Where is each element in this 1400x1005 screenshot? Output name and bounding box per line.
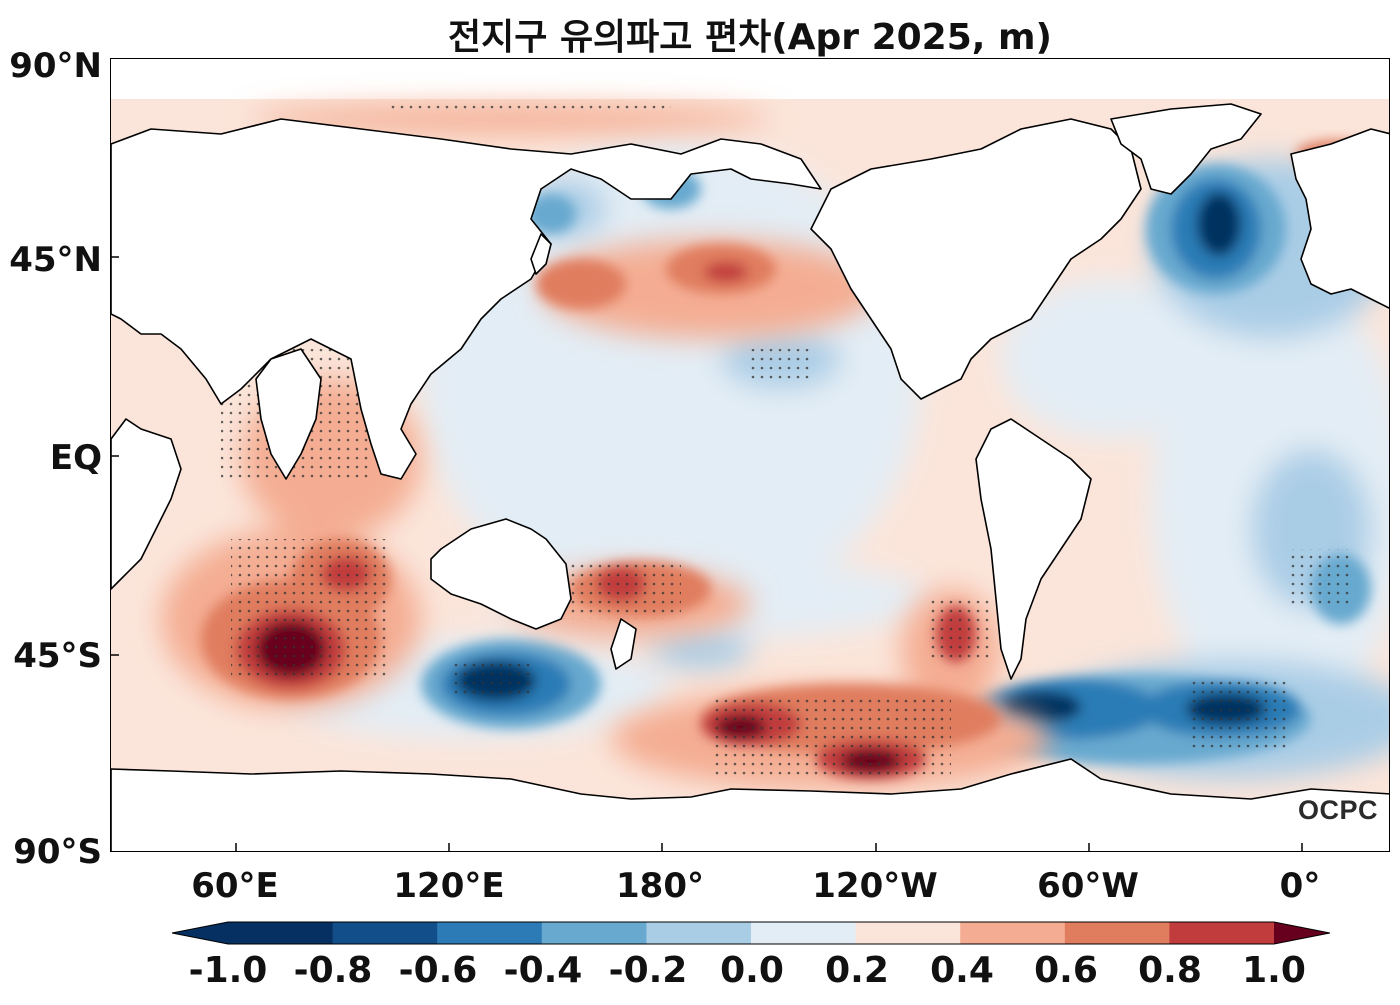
- lon-label-60e: 60°E: [191, 866, 279, 906]
- colorbar-segment: [855, 922, 961, 944]
- colorbar-outline: [171, 921, 1330, 945]
- colorbar-segment: [646, 922, 752, 944]
- colorbar-tick-label: 0.0: [720, 950, 784, 991]
- colorbar-segment: [541, 922, 647, 944]
- lon-label-120w: 120°W: [812, 866, 938, 906]
- colorbar-tick-label: -0.8: [293, 950, 373, 991]
- lat-label-45n: 45°N: [9, 240, 102, 280]
- north-america: [810, 118, 1142, 400]
- colorbar-segment: [751, 922, 857, 944]
- lon-label-60w: 60°W: [1037, 866, 1139, 906]
- lat-label-90s: 90°S: [13, 832, 102, 872]
- significance-stippling: [221, 101, 1351, 779]
- lon-label-180: 180°: [616, 866, 704, 906]
- graticule-ticks: [111, 256, 1303, 851]
- colorbar-segment: [960, 922, 1066, 944]
- map-title: 전지구 유의파고 편차(Apr 2025, m): [448, 17, 1052, 58]
- colorbar-tick-label: -1.0: [188, 950, 268, 991]
- land-masses: [111, 103, 1389, 851]
- colorbar-extend-high: [1274, 922, 1330, 944]
- colorbar-segment: [437, 922, 543, 944]
- lat-label-45s: 45°S: [13, 636, 102, 676]
- ocpc-logo: OCPC: [1298, 795, 1379, 825]
- colorbar-tick-label: 0.4: [930, 950, 994, 991]
- colorbar-tick-label: 1.0: [1242, 950, 1306, 991]
- africa: [111, 418, 182, 590]
- colorbar-tick-label: 0.2: [825, 950, 889, 991]
- south-america: [975, 418, 1092, 680]
- colorbar-segment: [1064, 922, 1170, 944]
- lon-label-120e: 120°E: [393, 866, 505, 906]
- colorbar-tick-label: -0.4: [503, 950, 583, 991]
- colorbar: [171, 921, 1330, 945]
- lat-label-eq: EQ: [49, 438, 102, 478]
- colorbar-tick-label: -0.6: [398, 950, 478, 991]
- anomaly-map: [111, 99, 1389, 851]
- europe: [1290, 128, 1389, 309]
- lon-label-0: 0°: [1279, 866, 1321, 906]
- colorbar-tick-label: -0.2: [608, 950, 688, 991]
- india: [255, 348, 322, 480]
- greenland: [1110, 103, 1262, 195]
- new-zealand: [610, 618, 637, 670]
- colorbar-extend-low: [172, 922, 228, 944]
- japan: [530, 233, 552, 275]
- colorbar-segment: [332, 922, 438, 944]
- colorbar-segment: [228, 922, 334, 944]
- colorbar-segment: [1169, 922, 1275, 944]
- lat-label-90n: 90°N: [9, 46, 102, 86]
- colorbar-tick-label: 0.8: [1138, 950, 1202, 991]
- antarctica: [111, 758, 1389, 851]
- map-panel: [110, 58, 1390, 852]
- colorbar-tick-label: 0.6: [1034, 950, 1098, 991]
- australia: [430, 518, 572, 630]
